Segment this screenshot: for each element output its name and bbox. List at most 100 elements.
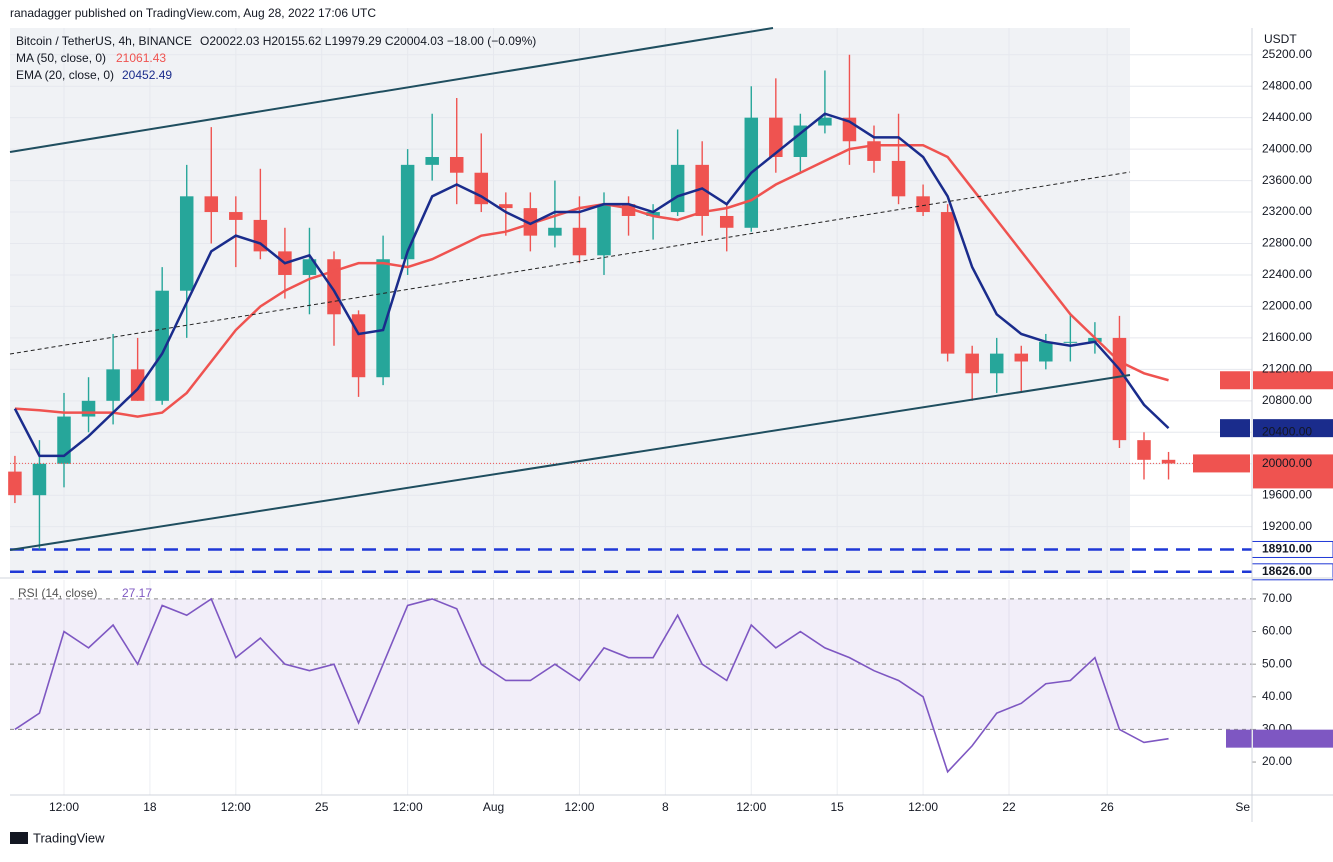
- legend-symbol: Bitcoin / TetherUS, 4h, BINANCE: [16, 34, 192, 48]
- y-tick-label: 20.00: [1262, 754, 1292, 768]
- candle-body: [376, 259, 390, 378]
- candle-body: [548, 227, 562, 236]
- candle-body: [130, 369, 145, 401]
- rsi-line: [14, 597, 1169, 774]
- y-tick-label: 20000.00: [1262, 456, 1312, 470]
- candle-body: [940, 212, 955, 354]
- legend-ma-value: 21061.43: [116, 51, 166, 65]
- candle-body: [891, 160, 906, 197]
- y-tick-label: 25200.00: [1262, 47, 1312, 61]
- candle-body: [327, 259, 341, 315]
- candle-body: [179, 196, 194, 291]
- candle-body: [1039, 341, 1053, 362]
- y-tick-label: 24000.00: [1262, 141, 1312, 155]
- candle-body: [425, 156, 439, 165]
- y-tick-label: 40.00: [1262, 689, 1292, 703]
- footer: TradingView: [10, 830, 105, 845]
- candle-body: [32, 463, 47, 496]
- x-tick-label: 12:00: [393, 800, 423, 814]
- x-tick-label: 15: [831, 800, 845, 814]
- x-tick-label: 12:00: [736, 800, 766, 814]
- symbol-tag: [1193, 454, 1250, 473]
- y-tick-label: 20400.00: [1262, 424, 1312, 438]
- candle-body: [1014, 353, 1029, 362]
- price-badge: [1253, 454, 1333, 489]
- candle-body: [302, 259, 317, 275]
- x-tick-label: 25: [315, 800, 329, 814]
- currency: USDT: [1264, 32, 1297, 46]
- y-tick-label: 20800.00: [1262, 393, 1312, 407]
- series-tag: [1220, 419, 1250, 438]
- candle-body: [695, 164, 709, 216]
- candle-body: [670, 164, 685, 213]
- candle-body: [106, 369, 120, 401]
- legend-rsi-value: 27.17: [122, 586, 152, 600]
- y-tick-label: 22000.00: [1262, 299, 1312, 313]
- x-tick-label: 12:00: [564, 800, 594, 814]
- y-tick-label: 23600.00: [1262, 173, 1312, 187]
- x-tick-label: 12:00: [221, 800, 251, 814]
- candle-body: [793, 125, 808, 157]
- channel-upper: [9, 27, 774, 153]
- candle-body: [474, 172, 489, 205]
- y-tick-label: 21600.00: [1262, 330, 1312, 344]
- y-tick-label: 22800.00: [1262, 236, 1312, 250]
- legend-ema-value: 20452.49: [122, 68, 172, 82]
- legend-ohlc: O20022.03 H20155.62 L19979.29 C20004.03 …: [200, 34, 536, 48]
- level-label: 18626.00: [1262, 564, 1312, 578]
- price-pane: 18910.00 18626.00: [8, 28, 1333, 581]
- legend-ma: MA (50, close, 0): [16, 51, 106, 65]
- y-tick-label: 19600.00: [1262, 487, 1312, 501]
- x-tick-label: 8: [662, 800, 669, 814]
- candle-body: [1112, 337, 1127, 441]
- y-tick-label: 19200.00: [1262, 519, 1312, 533]
- candle-body: [621, 204, 636, 216]
- x-tick-label: Aug: [483, 800, 504, 814]
- y-tick-label: 21200.00: [1262, 362, 1312, 376]
- channel-lower: [9, 374, 1131, 551]
- candle-body: [1161, 459, 1176, 464]
- candle-body: [769, 117, 783, 157]
- x-tick-label: 12:00: [908, 800, 938, 814]
- y-tick-label: 60.00: [1262, 624, 1292, 638]
- candle-body: [646, 212, 660, 216]
- channel-shade: [10, 28, 1130, 577]
- publish-note: ranadagger published on TradingView.com,…: [10, 6, 376, 20]
- x-tick-label: 12:00: [49, 800, 79, 814]
- candle-body: [1063, 341, 1078, 343]
- rsi-tag: [1226, 729, 1252, 748]
- candle-body: [818, 117, 832, 126]
- y-tick-label: 24800.00: [1262, 78, 1312, 92]
- y-tick-label: 24400.00: [1262, 110, 1312, 124]
- series-badge: [1253, 419, 1333, 438]
- y-tick-label: 50.00: [1262, 656, 1292, 670]
- candle-body: [989, 353, 1004, 374]
- candle-body: [916, 196, 930, 213]
- ma-line: [14, 143, 1169, 418]
- candle-body: [155, 290, 169, 401]
- candle-body: [81, 400, 96, 417]
- candle-body: [499, 204, 513, 209]
- candle-body: [204, 196, 219, 213]
- candle-body: [400, 164, 415, 260]
- ma-line: [13, 112, 1170, 458]
- legend-rsi: RSI (14, close): [18, 586, 97, 600]
- legend: Bitcoin / TetherUS, 4h, BINANCE O20022.0…: [16, 34, 536, 600]
- y-tick-label: 70.00: [1262, 591, 1292, 605]
- candle-body: [8, 471, 22, 496]
- candle-body: [449, 156, 464, 173]
- candle-body: [523, 208, 538, 236]
- candle-body: [1137, 440, 1151, 460]
- drawings: [9, 27, 1131, 551]
- footer-brand: TradingView: [33, 830, 105, 845]
- series-badge: [1253, 371, 1333, 390]
- channel-mid: [9, 171, 1131, 355]
- candle-body: [572, 227, 587, 256]
- candle-body: [965, 353, 979, 374]
- candle-body: [597, 204, 611, 256]
- candle-body: [719, 215, 734, 228]
- x-tick-label: Se: [1235, 800, 1250, 814]
- x-tick-label: 18: [143, 800, 157, 814]
